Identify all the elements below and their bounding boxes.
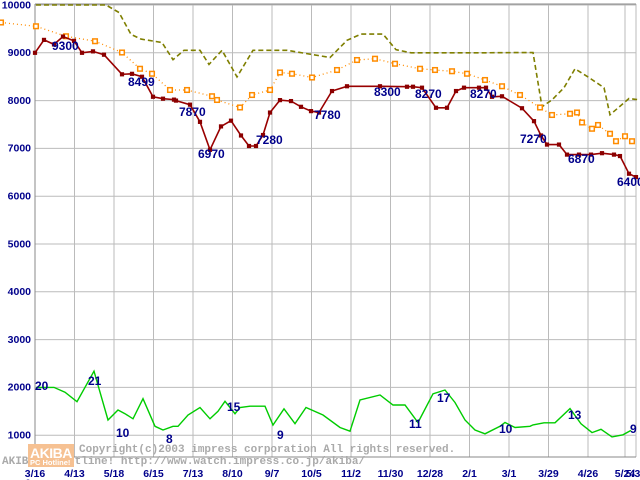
svg-text:15: 15 [227, 400, 241, 414]
svg-text:7270: 7270 [520, 132, 547, 146]
svg-text:10000: 10000 [2, 0, 31, 11]
svg-text:4/13: 4/13 [64, 468, 85, 480]
svg-text:6400: 6400 [617, 175, 640, 189]
svg-text:13: 13 [568, 408, 582, 422]
svg-text:11/30: 11/30 [378, 468, 404, 480]
svg-text:17: 17 [437, 391, 451, 405]
svg-text:5/18: 5/18 [104, 468, 125, 480]
svg-text:6000: 6000 [8, 191, 32, 203]
svg-text:12/28: 12/28 [417, 468, 443, 480]
svg-text:21: 21 [88, 374, 102, 388]
svg-text:Copyright(c)2003 impress corpo: Copyright(c)2003 impress corporation All… [79, 444, 455, 456]
svg-text:10/5: 10/5 [301, 468, 322, 480]
svg-text:9: 9 [630, 422, 637, 436]
svg-text:3/1: 3/1 [502, 468, 517, 480]
svg-text:2000: 2000 [8, 382, 32, 394]
svg-text:11/2: 11/2 [341, 468, 361, 480]
svg-text:6870: 6870 [568, 152, 595, 166]
svg-text:9300: 9300 [52, 39, 79, 53]
svg-text:8270: 8270 [470, 87, 497, 101]
svg-text:10: 10 [116, 426, 130, 440]
svg-text:9/7: 9/7 [265, 468, 280, 480]
svg-text:8300: 8300 [374, 85, 401, 99]
svg-text:20: 20 [35, 379, 49, 393]
svg-text:3/29: 3/29 [538, 468, 559, 480]
svg-text:7000: 7000 [8, 143, 32, 155]
svg-text:4000: 4000 [8, 286, 32, 298]
svg-text:9000: 9000 [8, 47, 32, 59]
svg-text:7870: 7870 [179, 105, 206, 119]
svg-text:11: 11 [409, 417, 422, 431]
svg-text:6/15: 6/15 [143, 468, 164, 480]
svg-text:5000: 5000 [8, 238, 32, 250]
svg-text:7780: 7780 [314, 108, 341, 122]
svg-text:3/16: 3/16 [25, 468, 46, 480]
svg-text:9: 9 [277, 428, 284, 442]
svg-text:5/31: 5/31 [626, 468, 640, 480]
svg-text:7/13: 7/13 [183, 468, 204, 480]
svg-text:8/10: 8/10 [222, 468, 243, 480]
svg-text:1000: 1000 [8, 430, 32, 442]
svg-text:PC Hotline!: PC Hotline! [30, 458, 70, 467]
svg-text:2/1: 2/1 [462, 468, 477, 480]
svg-text:8000: 8000 [8, 95, 32, 107]
svg-text:8499: 8499 [128, 75, 155, 89]
svg-text:7280: 7280 [256, 133, 283, 147]
svg-text:3000: 3000 [8, 334, 32, 346]
svg-text:8270: 8270 [415, 87, 442, 101]
svg-text:4/26: 4/26 [578, 468, 599, 480]
svg-text:6970: 6970 [198, 147, 225, 161]
svg-text:10: 10 [499, 422, 513, 436]
